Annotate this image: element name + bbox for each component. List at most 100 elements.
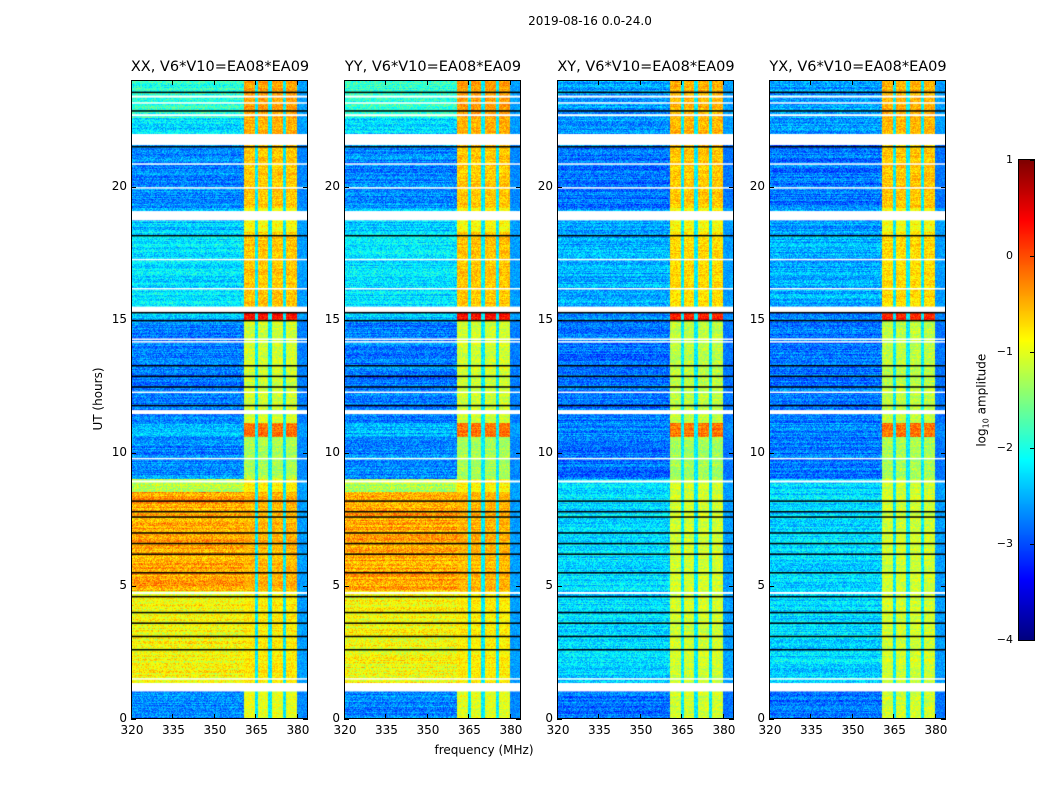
colorbar-tick [1030,544,1034,545]
colorbar-tick-label: 1 [1006,153,1013,166]
y-tick-xy [557,585,562,587]
y-tick-label-xy: 20 [537,178,553,193]
heatmap-xx [132,81,307,718]
x-tick-label-xy: 365 [671,723,694,737]
x-tick-top-xx [131,80,132,85]
y-tick-label-xx: 10 [111,444,127,459]
x-tick-xy [598,714,600,719]
x-tick-top-xy [598,80,600,85]
colorbar-tick-label: −1 [996,345,1013,358]
y-tick-label-xx: 5 [119,577,127,592]
heatmap-panel-xy [557,80,734,719]
colorbar-tick-label: −2 [996,441,1013,454]
y-tick-yx [769,319,774,321]
x-tick-label-xy: 350 [629,723,653,737]
x-tick-yy [344,714,345,719]
x-tick-label-yx: 335 [800,723,823,737]
x-tick-top-xx [296,80,298,85]
y-tick-yy [344,186,349,188]
y-tick-label-yx: 15 [749,311,765,326]
heatmap-yy [345,81,520,718]
x-tick-top-xy [639,80,641,85]
y-tick-xy [557,719,562,720]
y-tick-label-xx: 20 [111,178,127,193]
y-tick-label-xy: 15 [537,311,553,326]
x-tick-yx [769,714,770,719]
x-tick-top-yy [344,80,345,85]
heatmap-panel-yy [344,80,521,719]
colorbar-tick-label: 0 [1006,249,1013,262]
x-tick-top-yx [810,80,812,85]
x-tick-yx [893,714,895,719]
y-tick-label-yy: 15 [324,311,340,326]
heatmap-xy [558,81,733,718]
x-tick-top-xy [557,80,558,85]
y-tick-label-xy: 0 [545,711,553,725]
x-tick-yy [468,714,470,719]
x-tick-top-yx [934,80,936,85]
x-tick-top-xy [722,80,724,85]
colorbar-label-amplitude: amplitude [974,353,989,419]
y-tick-xx [131,585,136,587]
x-tick-top-yy [426,80,428,85]
colorbar-tick-label: −4 [996,633,1013,646]
y-tick-yx [769,186,774,188]
x-tick-xy [557,714,558,719]
x-tick-label-xy: 320 [546,723,570,737]
panel-title-yx: YX, V6*V10=EA08*EA09 [769,59,947,75]
x-tick-top-xx [255,80,257,85]
x-tick-yx [851,714,853,719]
x-tick-yy [385,714,387,719]
y-tick-right-xy [729,452,734,454]
y-tick-label-xx: 15 [111,311,127,326]
y-tick-right-yx [941,186,946,188]
y-tick-right-xx [303,452,308,454]
x-tick-xy [681,714,683,719]
colorbar-tick [1030,160,1034,161]
y-tick-label-yx: 10 [749,444,765,459]
x-tick-top-yy [509,80,511,85]
y-tick-xy [557,186,562,188]
y-tick-label-xx: 0 [119,711,127,725]
y-tick-right-xx [303,585,308,587]
y-tick-right-xy [729,719,734,720]
x-tick-top-yx [851,80,853,85]
x-tick-xx [296,714,298,719]
y-tick-right-yy [516,319,521,321]
y-tick-yx [769,452,774,454]
y-tick-xy [557,319,562,321]
y-tick-yy [344,319,349,321]
x-tick-yx [810,714,812,719]
y-tick-label-yy: 5 [332,577,340,592]
x-tick-top-yy [468,80,470,85]
y-tick-label-yy: 0 [332,711,340,725]
y-tick-label-yx: 0 [757,711,765,725]
x-tick-top-yy [385,80,387,85]
x-tick-label-yy: 380 [499,723,523,737]
x-tick-top-xx [213,80,215,85]
x-tick-label-xy: 335 [588,723,611,737]
x-axis-label: frequency (MHz) [434,743,534,757]
x-tick-label-yy: 320 [333,723,357,737]
x-tick-label-yy: 335 [375,723,398,737]
y-tick-right-xx [303,719,308,720]
panel-title-xx: XX, V6*V10=EA08*EA09 [130,59,310,75]
colorbar-gradient [1019,160,1034,640]
x-tick-yy [426,714,428,719]
colorbar-tick [1030,256,1034,257]
x-tick-top-yx [893,80,895,85]
y-tick-xx [131,719,136,720]
x-tick-label-xx: 320 [120,723,144,737]
panel-title-xy: XY, V6*V10=EA08*EA09 [557,59,735,75]
x-tick-top-yx [769,80,770,85]
x-tick-label-yx: 365 [883,723,906,737]
colorbar-tick [1030,352,1034,353]
x-tick-label-xx: 350 [203,723,227,737]
heatmap-yx [770,81,945,718]
y-tick-right-yy [516,186,521,188]
x-tick-label-yy: 350 [416,723,440,737]
x-tick-xy [639,714,641,719]
colorbar-tick [1030,448,1034,449]
y-tick-right-yy [516,719,521,720]
x-tick-label-yx: 380 [924,723,948,737]
